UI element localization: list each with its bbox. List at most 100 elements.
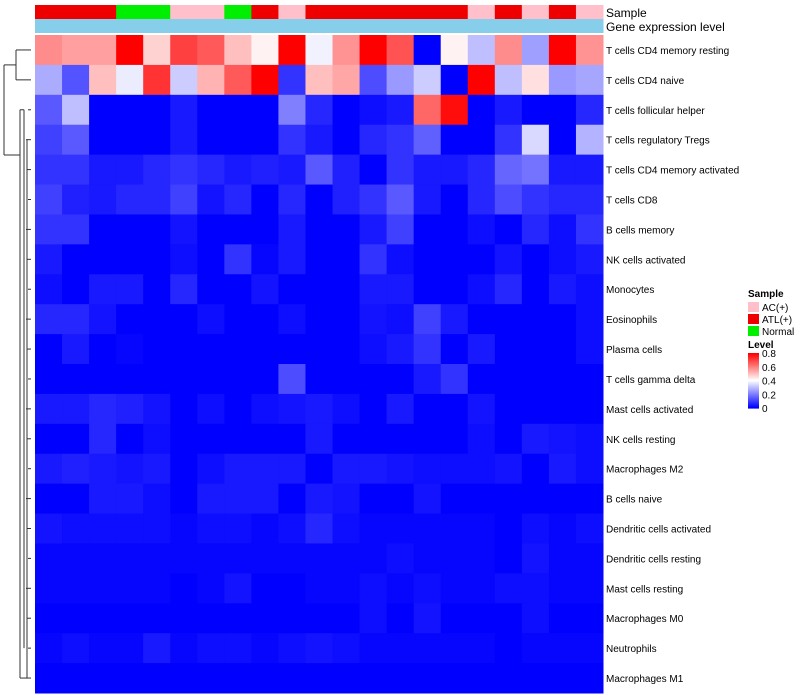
heatmap-cell xyxy=(440,663,469,694)
heatmap-cell xyxy=(224,513,252,544)
heatmap-cell xyxy=(359,244,388,275)
heatmap-cell xyxy=(116,393,144,425)
heatmap-cell xyxy=(170,214,198,245)
heatmap-cell xyxy=(170,184,198,215)
heatmap-cell xyxy=(197,64,225,96)
heatmap-cell xyxy=(89,35,117,66)
heatmap-cell xyxy=(116,603,144,634)
heatmap-cell xyxy=(386,35,415,66)
heatmap-cell xyxy=(251,94,279,126)
heatmap-cell xyxy=(251,633,279,664)
row-label: T cells gamma delta xyxy=(606,375,696,386)
heatmap-cell xyxy=(575,633,604,664)
heatmap-cell xyxy=(278,633,306,664)
heatmap-cell xyxy=(251,423,279,455)
heatmap-cell xyxy=(305,94,334,126)
colorbar-segment xyxy=(748,400,759,402)
heatmap-cell xyxy=(116,64,144,96)
row-label: Macrophages M0 xyxy=(606,614,684,625)
heatmap-cell xyxy=(278,663,306,694)
colorbar-segment xyxy=(748,370,759,372)
heatmap-cell xyxy=(62,334,90,365)
colorbar-segment xyxy=(748,360,759,362)
row-label: Eosinophils xyxy=(606,315,657,326)
gene-expression-cell xyxy=(332,19,361,33)
sample-annotation-cell xyxy=(359,5,388,19)
heatmap-cell xyxy=(386,274,415,305)
heatmap-cell xyxy=(197,453,225,485)
heatmap-cell xyxy=(521,304,550,335)
heatmap-cell xyxy=(197,274,225,305)
heatmap-cell xyxy=(440,304,469,335)
heatmap-cell xyxy=(332,64,361,96)
heatmap-cell xyxy=(62,214,90,245)
heatmap-cell xyxy=(89,334,117,365)
heatmap-cell xyxy=(143,393,171,425)
colorbar-segment xyxy=(748,374,759,376)
sample-annotation-cell xyxy=(305,5,334,19)
heatmap-cell xyxy=(332,304,361,335)
colorbar-segment xyxy=(748,383,759,385)
heatmap-cell xyxy=(278,603,306,634)
heatmap-cell xyxy=(224,244,252,275)
heatmap-cell xyxy=(359,334,388,365)
sample-annotation-cell xyxy=(386,5,415,19)
colorbar-segment xyxy=(748,402,759,404)
heatmap-cell xyxy=(35,543,63,574)
heatmap-cell xyxy=(548,214,577,245)
heatmap-cell xyxy=(575,453,604,485)
heatmap-cell xyxy=(494,274,523,305)
sample-annotation-cell xyxy=(548,5,577,19)
heatmap-cell xyxy=(413,214,442,245)
sample-annotation-cell xyxy=(494,5,523,19)
heatmap-cell xyxy=(278,483,306,515)
heatmap-cell xyxy=(278,124,306,156)
heatmap-cell xyxy=(494,64,523,96)
heatmap-cell xyxy=(305,304,334,335)
heatmap-cell xyxy=(332,633,361,664)
heatmap-cell xyxy=(332,364,361,395)
heatmap-cell xyxy=(467,633,496,664)
heatmap-cell xyxy=(413,334,442,365)
gene-expression-cell xyxy=(521,19,550,33)
sample-annotation-cell xyxy=(170,5,198,19)
heatmap-cell xyxy=(548,274,577,305)
heatmap-cell xyxy=(440,423,469,455)
sample-annotation-cell xyxy=(116,5,144,19)
colorbar-segment xyxy=(748,363,759,365)
heatmap-cell xyxy=(305,543,334,574)
gene-expression-cell xyxy=(575,19,604,33)
heatmap-cell xyxy=(35,184,63,215)
heatmap-cell xyxy=(440,453,469,485)
legend-sample-title: Sample xyxy=(748,289,784,300)
heatmap-cell xyxy=(224,423,252,455)
gene-expression-cell xyxy=(440,19,469,33)
gene-expression-cell xyxy=(116,19,144,33)
heatmap-cell xyxy=(170,393,198,425)
colorbar-segment xyxy=(748,394,759,396)
heatmap-cell xyxy=(494,663,523,694)
heatmap-cell xyxy=(386,453,415,485)
heatmap-cell xyxy=(386,423,415,455)
heatmap-cell xyxy=(575,244,604,275)
heatmap-cell xyxy=(278,453,306,485)
heatmap-cell xyxy=(413,423,442,455)
heatmap-cell xyxy=(62,453,90,485)
heatmap-cell xyxy=(521,364,550,395)
heatmap-cell xyxy=(305,633,334,664)
heatmap-cell xyxy=(116,633,144,664)
heatmap-cell xyxy=(494,124,523,156)
heatmap-cell xyxy=(89,603,117,634)
heatmap-cell xyxy=(386,543,415,574)
heatmap-cell xyxy=(521,453,550,485)
heatmap-cell xyxy=(278,184,306,215)
heatmap-cell xyxy=(467,543,496,574)
heatmap-cell xyxy=(305,274,334,305)
heatmap-cell xyxy=(62,184,90,215)
heatmap-cell xyxy=(440,513,469,544)
heatmap-cell xyxy=(35,364,63,395)
heatmap-cell xyxy=(575,274,604,305)
heatmap-cell xyxy=(62,64,90,96)
colorbar-segment xyxy=(748,398,759,400)
heatmap-cell xyxy=(278,274,306,305)
